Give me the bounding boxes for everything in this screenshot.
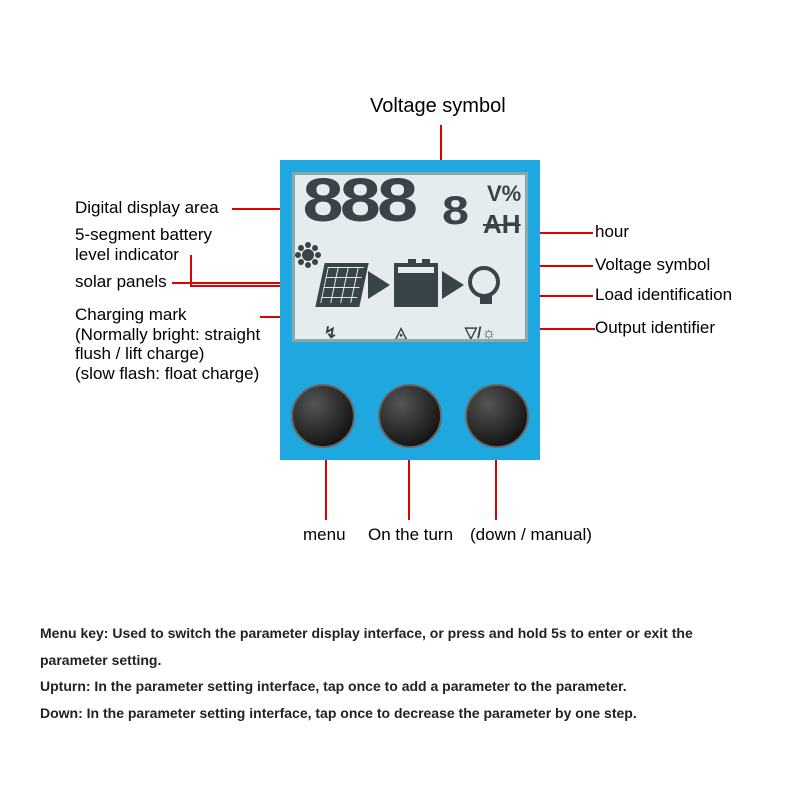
callout-charging-mark: Charging mark (Normally bright: straight… [75, 305, 260, 383]
lcd-small-digit: 8 [441, 189, 463, 237]
arrow-right-icon [368, 271, 390, 299]
plus-glyph: ◬ [395, 323, 407, 342]
leader-btn1 [325, 460, 327, 520]
desc-menu: Menu key: Used to switch the parameter d… [40, 620, 760, 673]
lcd-icon-row [295, 253, 525, 317]
callout-output-id: Output identifier [595, 318, 715, 338]
leader-btn3 [495, 460, 497, 520]
leader-l2v [190, 255, 192, 285]
down-glyph: ▽/☼ [465, 323, 496, 342]
menu-button[interactable] [291, 384, 355, 448]
desc-upturn: Upturn: In the parameter setting interfa… [40, 673, 760, 700]
callout-digital-display: Digital display area [75, 198, 219, 218]
button-row [280, 384, 540, 448]
charge-glyph: ↯ [324, 323, 337, 342]
description-block: Menu key: Used to switch the parameter d… [40, 620, 760, 726]
button-label-down: (down / manual) [470, 525, 592, 545]
desc-down: Down: In the parameter setting interface… [40, 700, 760, 727]
leader-btn2 [408, 460, 410, 520]
upturn-button[interactable] [378, 384, 442, 448]
device-body: 888 8 V% AH ↯ ◬ ▽/☼ [280, 160, 540, 460]
button-label-menu: menu [303, 525, 346, 545]
callout-load-id: Load identification [595, 285, 732, 305]
battery-icon [394, 263, 438, 307]
callout-voltage-top: Voltage symbol [370, 95, 506, 118]
button-label-upturn: On the turn [368, 525, 453, 545]
solar-panel-icon [315, 263, 368, 307]
bulb-icon [468, 266, 500, 298]
lcd-units-vpct: V% [487, 181, 521, 207]
lcd-glyph-row: ↯ ◬ ▽/☼ [295, 323, 525, 342]
arrow-right-icon-2 [442, 271, 464, 299]
callout-solar-panels: solar panels [75, 272, 167, 292]
lcd-main-digits: 888 [301, 172, 413, 241]
sun-icon [302, 249, 314, 261]
lcd-screen: 888 8 V% AH ↯ ◬ ▽/☼ [292, 172, 528, 342]
callout-voltage-right: Voltage symbol [595, 255, 710, 275]
callout-hour: hour [595, 222, 629, 242]
lcd-units-ah: AH [483, 209, 521, 240]
down-button[interactable] [465, 384, 529, 448]
